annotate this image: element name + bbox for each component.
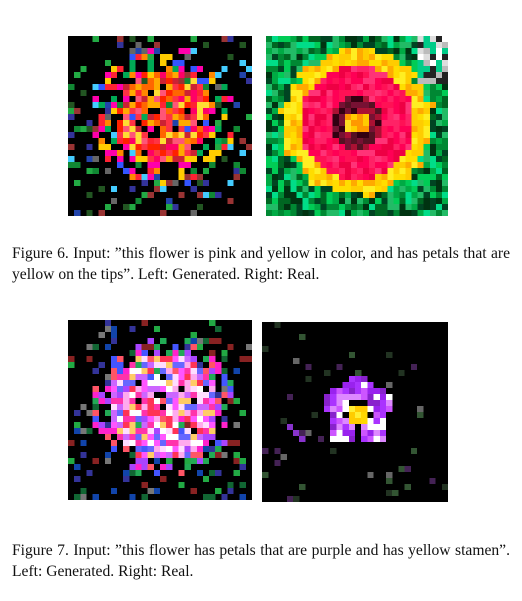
- figure-6-real-image: [266, 36, 448, 216]
- figure-7-caption: Figure 7. Input: ”this flower has petals…: [12, 542, 510, 580]
- figure-6-caption: Figure 6. Input: ”this flower is pink an…: [12, 245, 510, 283]
- figure-6-generated-image: [68, 36, 252, 216]
- figure-7-real-image: [262, 322, 448, 502]
- figure-7-generated-image: [68, 320, 252, 500]
